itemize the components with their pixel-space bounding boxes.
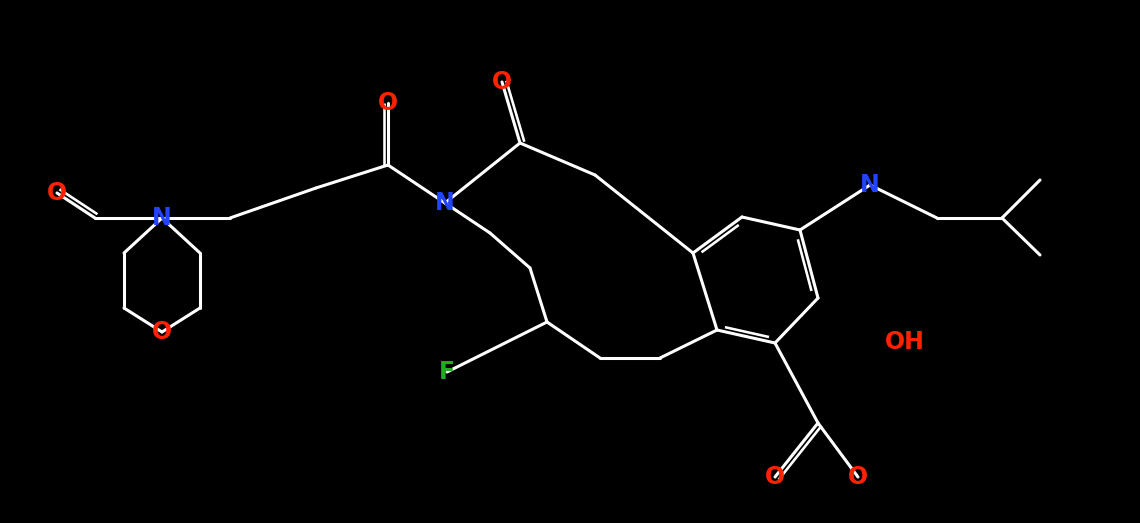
Text: OH: OH: [885, 330, 925, 354]
Text: O: O: [492, 70, 512, 94]
Text: N: N: [152, 206, 172, 230]
Text: N: N: [435, 191, 455, 215]
Text: O: O: [152, 320, 172, 344]
Text: O: O: [47, 181, 67, 205]
Text: O: O: [848, 465, 868, 489]
Text: O: O: [765, 465, 785, 489]
Text: F: F: [439, 360, 455, 384]
Text: O: O: [378, 91, 398, 115]
Text: N: N: [860, 173, 880, 197]
